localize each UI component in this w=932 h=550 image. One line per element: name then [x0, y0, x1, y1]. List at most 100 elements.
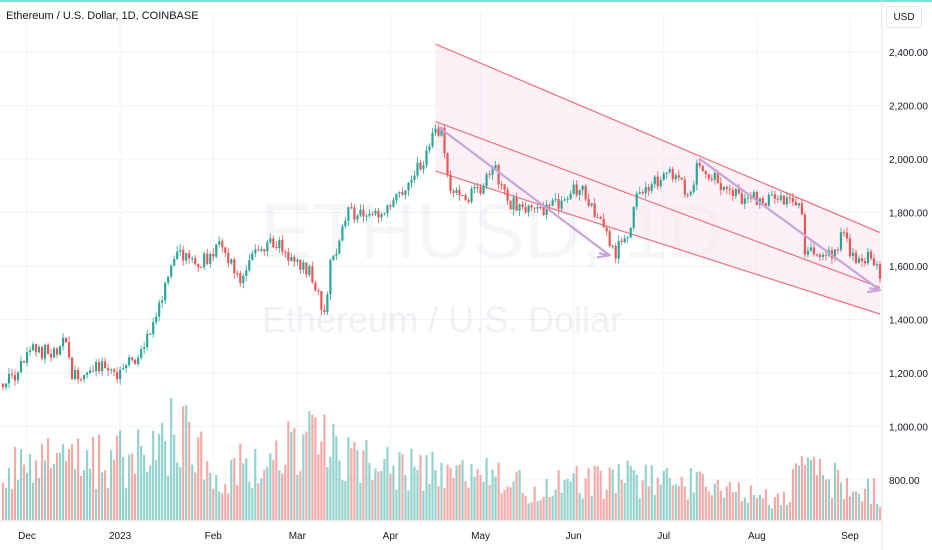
candle-body	[812, 247, 816, 255]
volume-bar	[731, 492, 734, 520]
candle-body	[278, 240, 281, 249]
candle-body	[857, 258, 861, 263]
candle-body	[254, 249, 257, 254]
volume-bar	[455, 465, 458, 520]
candle-body	[509, 200, 512, 210]
volume-bar	[308, 411, 311, 520]
candle-body	[233, 259, 236, 274]
candle-body	[158, 302, 161, 317]
candle-body	[61, 337, 65, 347]
candle-body	[731, 189, 734, 196]
candle-body	[671, 169, 674, 180]
candle-body	[416, 162, 419, 176]
top-accent-line	[0, 0, 932, 2]
volume-bar	[875, 503, 879, 520]
volume-bar	[173, 434, 176, 520]
volume-bar	[22, 464, 26, 520]
candle-body	[236, 273, 239, 275]
candle-body	[602, 218, 605, 228]
volume-bar	[83, 469, 86, 520]
volume-bar	[533, 486, 536, 520]
volume-bar	[119, 430, 122, 520]
candle-body	[536, 207, 539, 209]
volume-bar	[49, 468, 53, 520]
candle-body	[49, 353, 53, 358]
candle-body	[659, 180, 662, 187]
volume-bar	[821, 474, 825, 520]
volume-bar	[641, 480, 644, 520]
volume-bar	[659, 484, 662, 520]
candle-body	[674, 175, 677, 180]
volume-bar	[269, 453, 272, 520]
volume-bar	[713, 483, 716, 520]
volume-bar	[170, 397, 173, 520]
volume-bar	[671, 485, 674, 520]
candle-body	[263, 249, 266, 252]
candle-body	[248, 260, 251, 271]
volume-bar	[155, 460, 158, 520]
candle-body	[395, 193, 398, 201]
candle-body	[455, 189, 458, 193]
volume-bar	[338, 460, 341, 520]
candle-body	[611, 245, 614, 247]
candle-body	[641, 192, 644, 194]
candle-body	[563, 199, 566, 201]
candle-body	[662, 173, 665, 181]
candle-body	[19, 361, 23, 373]
candle-body	[173, 259, 176, 266]
volume-bar	[419, 454, 422, 520]
candle-body	[623, 238, 626, 243]
price-tick-label: 1,400.00	[889, 315, 928, 326]
volume-bar	[623, 482, 626, 520]
trend-arrows[interactable]	[437, 125, 882, 294]
volume-bar	[482, 481, 485, 520]
volume-bar	[410, 448, 413, 520]
volume-bar	[437, 486, 440, 520]
candle-body	[434, 128, 437, 133]
volume-bar	[836, 469, 840, 520]
volume-bar	[251, 488, 254, 520]
volume-bar	[224, 483, 227, 520]
candle-body	[518, 204, 521, 211]
volume-bar	[857, 493, 861, 520]
time-tick-label: Feb	[205, 531, 223, 542]
volume-bar	[608, 467, 611, 520]
volume-bar	[134, 473, 137, 520]
candle-body	[359, 209, 362, 216]
volume-bar	[692, 492, 695, 520]
volume-bar	[326, 467, 329, 520]
price-axis[interactable]: 2,400.00 2,200.00 2,000.00 1,800.00 1,600.00…	[881, 0, 928, 550]
candle-body	[356, 215, 359, 220]
candle-body	[131, 357, 134, 360]
volume-bar	[512, 481, 515, 520]
candle-body	[52, 348, 56, 358]
candle-body	[572, 184, 575, 194]
candle-body	[128, 357, 131, 366]
volume-bar	[13, 446, 17, 520]
volume-bar	[467, 487, 470, 520]
volume-bar	[662, 470, 665, 520]
candle-body	[878, 264, 882, 279]
volume-bar	[161, 422, 164, 520]
volume-bar	[761, 498, 764, 520]
candle-body	[344, 220, 347, 227]
currency-button[interactable]: USD	[886, 6, 922, 28]
volume-bars	[1, 397, 882, 520]
volume-bar	[752, 494, 755, 520]
volume-bar	[443, 488, 446, 520]
time-axis[interactable]: Dec 2023 Feb Mar Apr May Jun Jul Aug Sep	[0, 520, 882, 542]
channel-lower-line	[435, 170, 881, 315]
volume-bar	[800, 455, 803, 520]
volume-bar	[233, 457, 236, 520]
candle-body	[386, 205, 389, 214]
volume-bar	[635, 474, 638, 520]
volume-bar	[650, 465, 653, 520]
watermark-name: Ethereum / U.S. Dollar	[262, 299, 622, 340]
candle-body	[419, 162, 422, 170]
volume-bar	[275, 440, 278, 520]
volume-bar	[239, 443, 242, 520]
volume-bar	[689, 468, 692, 520]
candle-body	[143, 347, 146, 350]
volume-bar	[281, 473, 284, 520]
